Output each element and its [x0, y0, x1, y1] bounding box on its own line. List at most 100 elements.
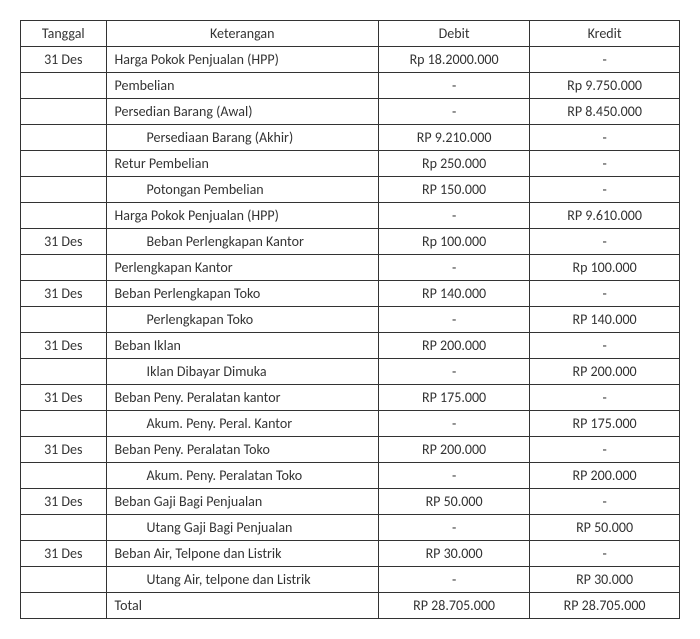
header-tanggal: Tanggal	[21, 21, 107, 47]
cell-keterangan: Perlengkapan Kantor	[106, 255, 378, 281]
cell-kredit: Rp 100.000	[530, 255, 680, 281]
cell-keterangan: Iklan Dibayar Dimuka	[106, 359, 378, 385]
cell-kredit: RP 9.610.000	[530, 203, 680, 229]
cell-keterangan: Beban Peny. Peralatan kantor	[106, 385, 378, 411]
table-row: 31 DesBeban IklanRP 200.000-	[21, 333, 680, 359]
cell-kredit: Rp 9.750.000	[530, 73, 680, 99]
cell-kredit: -	[530, 151, 680, 177]
cell-debit: -	[379, 567, 530, 593]
table-row: Utang Air, telpone dan Listrik-RP 30.000	[21, 567, 680, 593]
cell-tanggal: 31 Des	[21, 47, 107, 73]
cell-kredit: -	[530, 177, 680, 203]
cell-debit: RP 200.000	[379, 437, 530, 463]
table-row: Akum. Peny. Peralatan Toko-RP 200.000	[21, 463, 680, 489]
cell-tanggal: 31 Des	[21, 229, 107, 255]
cell-tanggal	[21, 593, 107, 619]
cell-tanggal	[21, 177, 107, 203]
cell-debit: RP 150.000	[379, 177, 530, 203]
cell-kredit: -	[530, 437, 680, 463]
cell-tanggal	[21, 73, 107, 99]
cell-debit: -	[379, 307, 530, 333]
header-debit: Debit	[379, 21, 530, 47]
cell-tanggal	[21, 99, 107, 125]
cell-tanggal	[21, 567, 107, 593]
cell-kredit: RP 140.000	[530, 307, 680, 333]
cell-kredit: -	[530, 47, 680, 73]
table-row: TotalRP 28.705.000RP 28.705.000	[21, 593, 680, 619]
cell-keterangan: Akum. Peny. Peral. Kantor	[106, 411, 378, 437]
table-row: 31 DesBeban Air, Telpone dan ListrikRP 3…	[21, 541, 680, 567]
cell-tanggal	[21, 515, 107, 541]
cell-debit: -	[379, 463, 530, 489]
cell-kredit: RP 175.000	[530, 411, 680, 437]
cell-keterangan: Persediaan Barang (Akhir)	[106, 125, 378, 151]
cell-kredit: RP 28.705.000	[530, 593, 680, 619]
cell-keterangan: Beban Perlengkapan Kantor	[106, 229, 378, 255]
table-row: Harga Pokok Penjualan (HPP)-RP 9.610.000	[21, 203, 680, 229]
cell-kredit: -	[530, 281, 680, 307]
cell-tanggal: 31 Des	[21, 385, 107, 411]
header-row: Tanggal Keterangan Debit Kredit	[21, 21, 680, 47]
table-row: Potongan PembelianRP 150.000-	[21, 177, 680, 203]
cell-kredit: -	[530, 489, 680, 515]
cell-debit: RP 28.705.000	[379, 593, 530, 619]
table-row: 31 DesBeban Gaji Bagi PenjualanRP 50.000…	[21, 489, 680, 515]
table-row: Pembelian-Rp 9.750.000	[21, 73, 680, 99]
table-row: Retur PembelianRp 250.000-	[21, 151, 680, 177]
cell-tanggal	[21, 151, 107, 177]
cell-keterangan: Perlengkapan Toko	[106, 307, 378, 333]
cell-keterangan: Total	[106, 593, 378, 619]
cell-kredit: RP 30.000	[530, 567, 680, 593]
cell-keterangan: Beban Perlengkapan Toko	[106, 281, 378, 307]
cell-kredit: -	[530, 333, 680, 359]
table-row: Persediaan Barang (Akhir)RP 9.210.000-	[21, 125, 680, 151]
table-row: 31 DesBeban Perlengkapan KantorRp 100.00…	[21, 229, 680, 255]
cell-debit: -	[379, 73, 530, 99]
cell-tanggal: 31 Des	[21, 333, 107, 359]
cell-debit: -	[379, 99, 530, 125]
cell-keterangan: Pembelian	[106, 73, 378, 99]
cell-debit: RP 9.210.000	[379, 125, 530, 151]
cell-debit: -	[379, 255, 530, 281]
cell-keterangan: Beban Gaji Bagi Penjualan	[106, 489, 378, 515]
cell-keterangan: Akum. Peny. Peralatan Toko	[106, 463, 378, 489]
cell-tanggal	[21, 255, 107, 281]
cell-tanggal	[21, 307, 107, 333]
cell-debit: RP 50.000	[379, 489, 530, 515]
cell-kredit: RP 8.450.000	[530, 99, 680, 125]
cell-tanggal: 31 Des	[21, 437, 107, 463]
cell-keterangan: Harga Pokok Penjualan (HPP)	[106, 203, 378, 229]
cell-tanggal: 31 Des	[21, 281, 107, 307]
cell-debit: -	[379, 203, 530, 229]
cell-keterangan: Beban Air, Telpone dan Listrik	[106, 541, 378, 567]
cell-tanggal: 31 Des	[21, 489, 107, 515]
table-row: 31 DesHarga Pokok Penjualan (HPP)Rp 18.2…	[21, 47, 680, 73]
header-keterangan: Keterangan	[106, 21, 378, 47]
cell-keterangan: Utang Gaji Bagi Penjualan	[106, 515, 378, 541]
table-row: Perlengkapan Kantor-Rp 100.000	[21, 255, 680, 281]
journal-table: Tanggal Keterangan Debit Kredit 31 DesHa…	[20, 20, 680, 619]
cell-tanggal	[21, 359, 107, 385]
cell-tanggal	[21, 463, 107, 489]
cell-kredit: -	[530, 125, 680, 151]
table-row: 31 DesBeban Peny. Peralatan kantorRP 175…	[21, 385, 680, 411]
cell-debit: RP 140.000	[379, 281, 530, 307]
cell-debit: RP 175.000	[379, 385, 530, 411]
table-row: Perlengkapan Toko-RP 140.000	[21, 307, 680, 333]
cell-kredit: -	[530, 541, 680, 567]
cell-keterangan: Beban Iklan	[106, 333, 378, 359]
table-row: Akum. Peny. Peral. Kantor-RP 175.000	[21, 411, 680, 437]
cell-tanggal: 31 Des	[21, 541, 107, 567]
cell-tanggal	[21, 411, 107, 437]
cell-debit: Rp 250.000	[379, 151, 530, 177]
cell-kredit: -	[530, 385, 680, 411]
table-row: 31 DesBeban Peny. Peralatan TokoRP 200.0…	[21, 437, 680, 463]
table-row: Utang Gaji Bagi Penjualan-RP 50.000	[21, 515, 680, 541]
cell-debit: RP 30.000	[379, 541, 530, 567]
cell-debit: -	[379, 515, 530, 541]
cell-keterangan: Beban Peny. Peralatan Toko	[106, 437, 378, 463]
cell-tanggal	[21, 125, 107, 151]
table-row: 31 DesBeban Perlengkapan TokoRP 140.000-	[21, 281, 680, 307]
cell-debit: Rp 100.000	[379, 229, 530, 255]
cell-keterangan: Harga Pokok Penjualan (HPP)	[106, 47, 378, 73]
